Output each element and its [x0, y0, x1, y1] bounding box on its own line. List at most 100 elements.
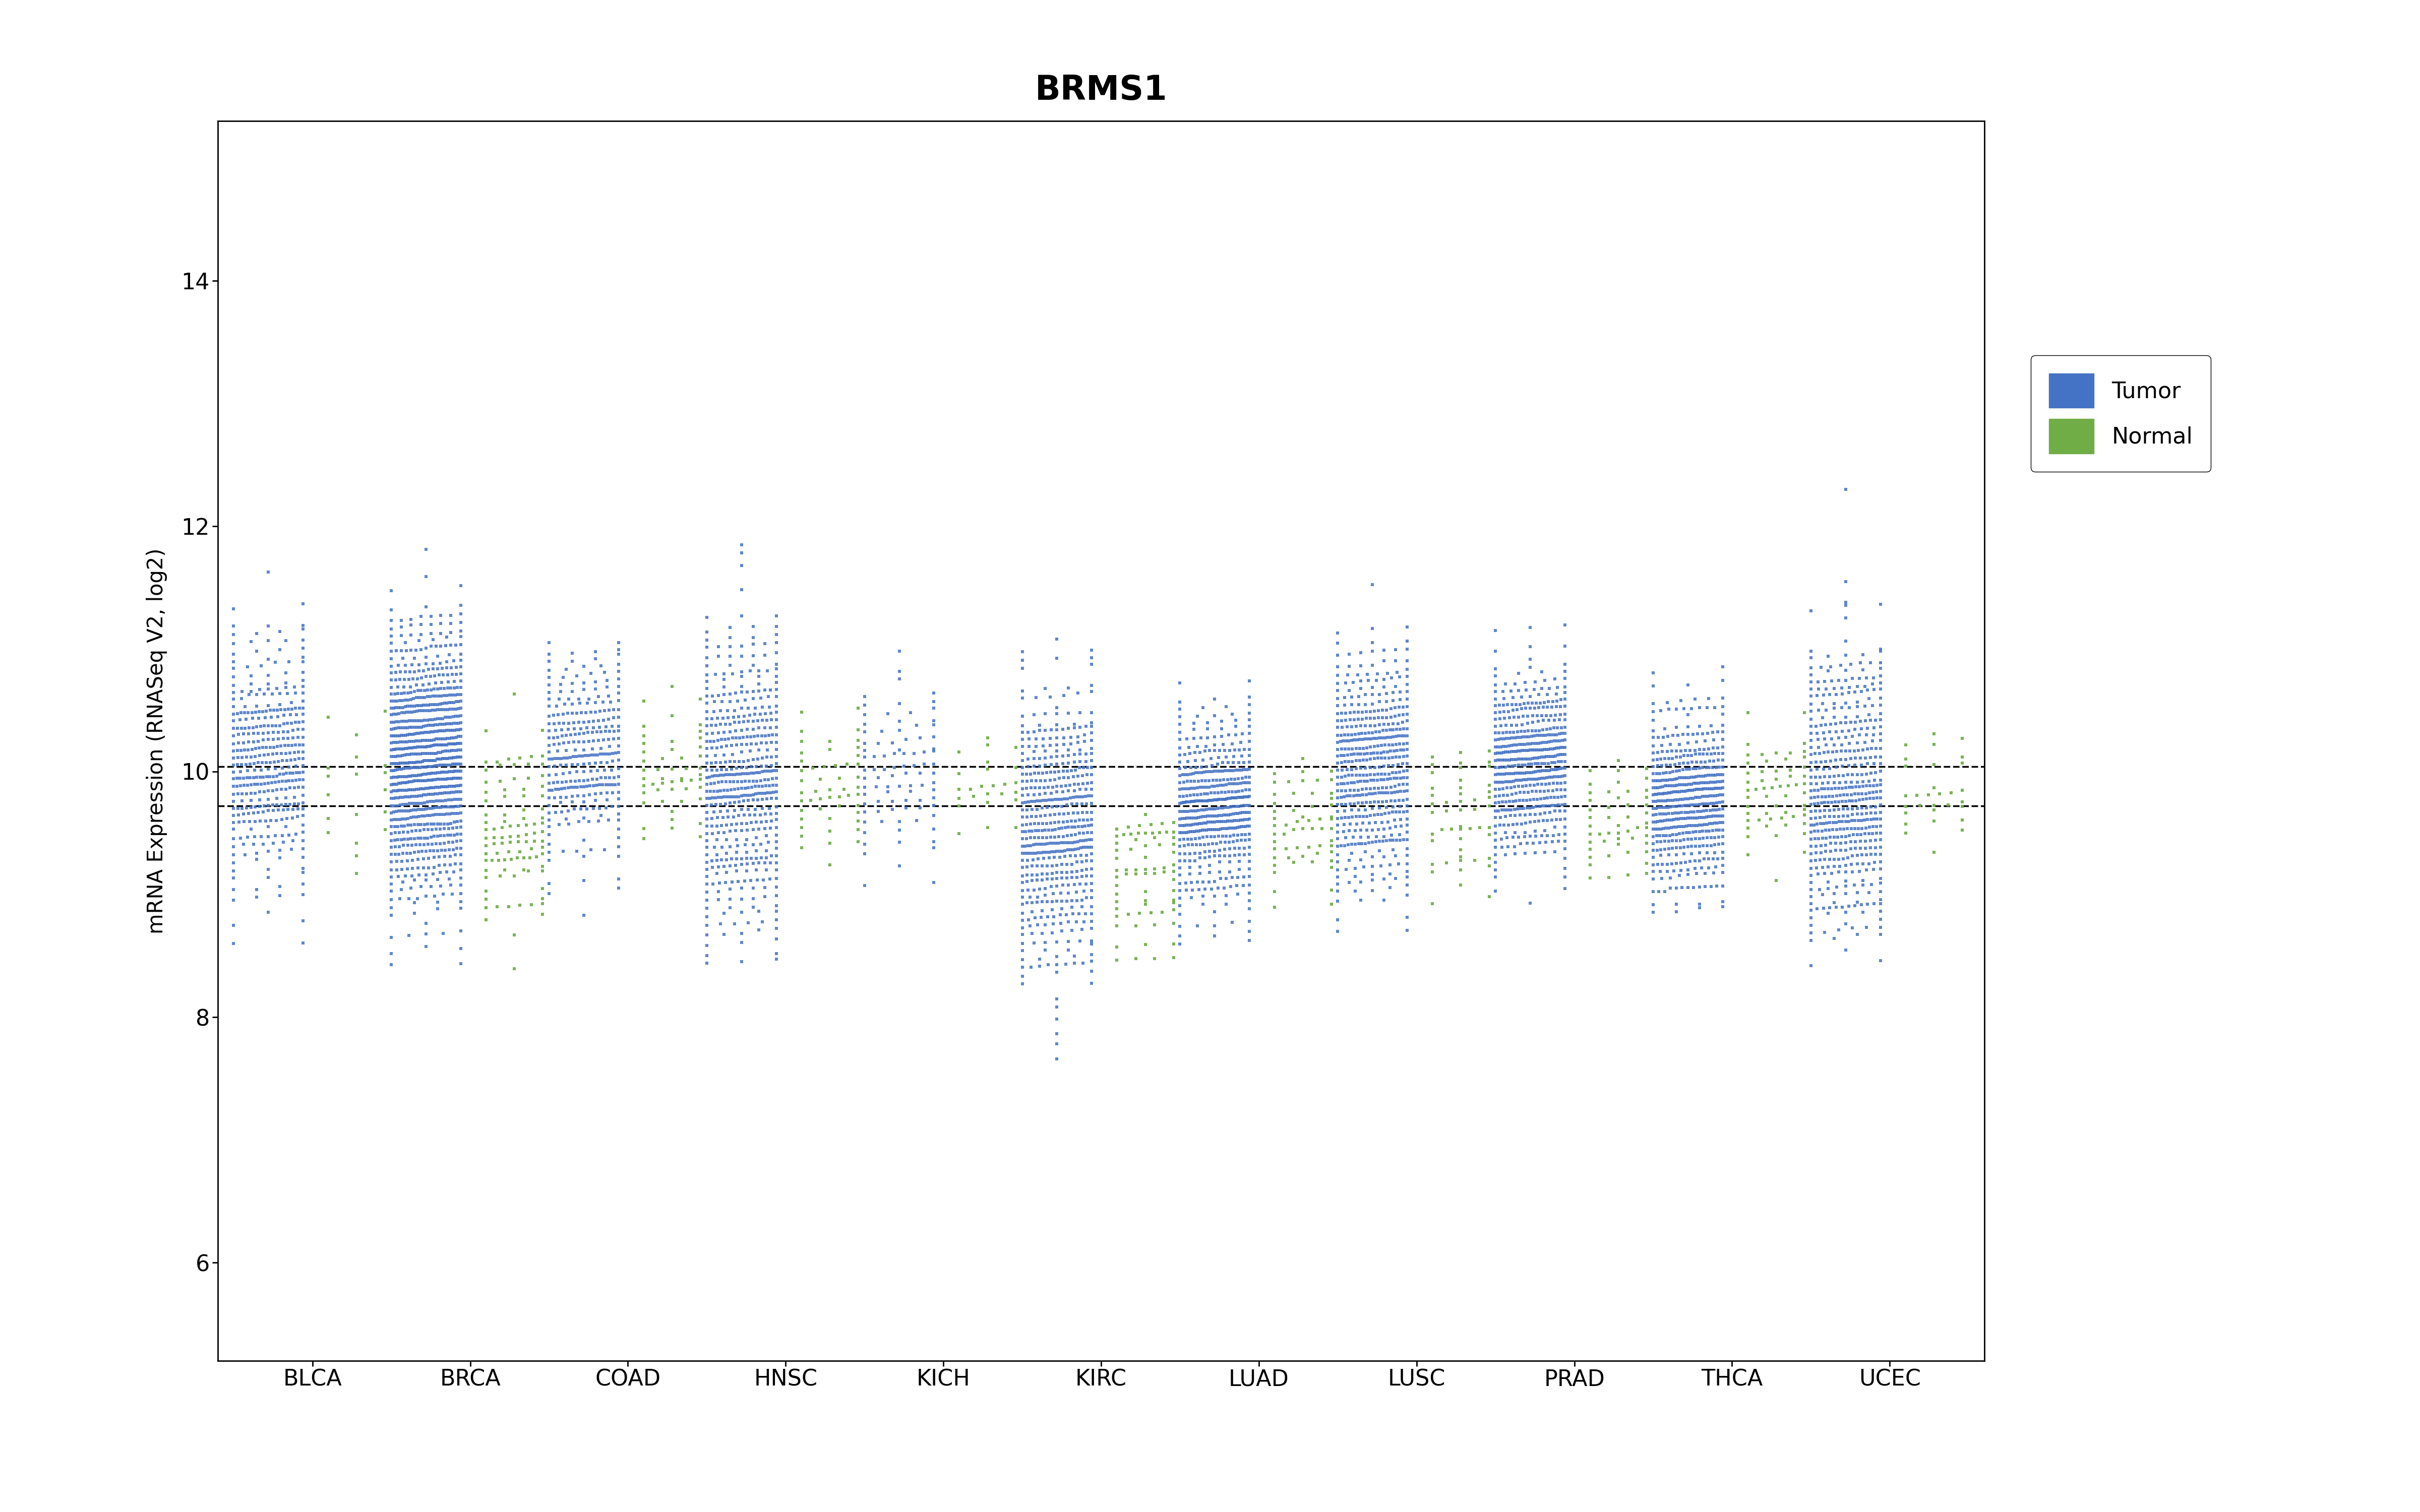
Point: [1012, 841, 1050, 865]
Point: [215, 650, 254, 674]
Point: [1181, 776, 1220, 800]
Point: [1319, 806, 1358, 830]
Point: [416, 753, 455, 777]
Point: [523, 886, 561, 910]
Point: [1324, 715, 1362, 739]
Point: [709, 699, 748, 723]
Point: [467, 865, 506, 889]
Point: [1384, 703, 1423, 727]
Point: [373, 888, 411, 912]
Point: [249, 629, 288, 653]
Point: [1225, 815, 1263, 839]
Point: [1590, 806, 1629, 830]
Point: [416, 776, 455, 800]
Point: [1815, 881, 1854, 906]
Point: [1191, 747, 1229, 771]
Point: [1520, 732, 1558, 756]
Point: [257, 786, 295, 810]
Point: [1033, 862, 1072, 886]
Point: [433, 726, 472, 750]
Point: [1546, 659, 1585, 683]
Point: [1225, 738, 1263, 762]
Point: [1375, 774, 1413, 798]
Point: [1805, 670, 1844, 694]
Point: [724, 803, 762, 827]
Point: [1675, 771, 1713, 795]
Point: [845, 738, 883, 762]
Point: [467, 780, 506, 804]
Point: [416, 720, 455, 744]
Point: [378, 638, 416, 662]
Point: [1851, 761, 1890, 785]
Point: [1162, 835, 1200, 859]
Point: [1800, 765, 1839, 789]
Point: [564, 677, 603, 702]
Point: [750, 715, 789, 739]
Point: [1491, 720, 1529, 744]
Point: [1534, 729, 1573, 753]
Point: [692, 848, 731, 872]
Point: [1331, 818, 1370, 842]
Point: [1684, 826, 1723, 850]
Point: [1629, 785, 1667, 809]
Point: [692, 751, 731, 776]
Point: [1058, 801, 1096, 826]
Point: [1861, 813, 1900, 838]
Point: [1009, 907, 1048, 931]
Point: [745, 782, 784, 806]
Point: [1699, 762, 1738, 786]
Point: [1658, 823, 1696, 847]
Point: [402, 762, 440, 786]
Point: [1542, 688, 1580, 712]
Point: [1684, 785, 1723, 809]
Point: [1634, 741, 1672, 765]
Point: [687, 807, 726, 832]
Point: [1834, 776, 1873, 800]
Point: [1532, 830, 1571, 854]
Point: [1590, 865, 1629, 889]
Point: [1045, 815, 1084, 839]
Point: [687, 888, 726, 912]
Point: [1648, 816, 1687, 841]
Point: [1486, 735, 1525, 759]
Point: [1658, 697, 1696, 721]
Point: [702, 699, 741, 723]
Point: [1002, 714, 1041, 738]
Point: [1704, 686, 1742, 711]
Point: [1360, 789, 1399, 813]
Point: [252, 705, 290, 729]
Point: [1493, 782, 1532, 806]
Point: [1798, 677, 1837, 702]
Point: [1510, 647, 1549, 671]
Point: [283, 829, 322, 853]
Point: [750, 696, 789, 720]
Point: [1493, 826, 1532, 850]
Point: [1648, 859, 1687, 883]
Point: [719, 785, 757, 809]
Point: [1701, 804, 1740, 829]
Point: [1820, 764, 1859, 788]
Point: [1413, 829, 1452, 853]
Point: [530, 718, 569, 742]
Point: [1208, 694, 1246, 718]
Point: [1914, 794, 1953, 818]
Point: [1798, 727, 1837, 751]
Point: [721, 875, 760, 900]
Point: [757, 656, 796, 680]
Point: [467, 770, 506, 794]
Point: [269, 768, 307, 792]
Point: [254, 832, 293, 856]
Point: [1215, 830, 1254, 854]
Point: [1413, 892, 1452, 916]
Point: [230, 730, 269, 754]
Point: [716, 798, 755, 823]
Point: [1791, 779, 1830, 803]
Point: [1195, 818, 1234, 842]
Point: [1629, 824, 1667, 848]
Point: [503, 806, 542, 830]
Point: [385, 833, 424, 857]
Point: [530, 807, 569, 832]
Point: [840, 765, 878, 789]
Point: [392, 820, 431, 844]
Point: [1343, 764, 1382, 788]
